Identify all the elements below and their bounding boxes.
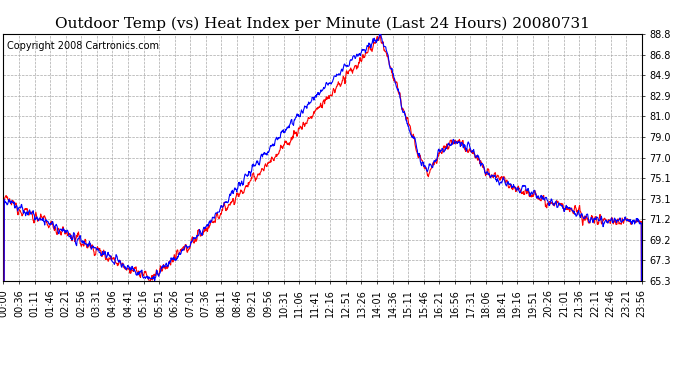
Text: Copyright 2008 Cartronics.com: Copyright 2008 Cartronics.com — [7, 41, 159, 51]
Title: Outdoor Temp (vs) Heat Index per Minute (Last 24 Hours) 20080731: Outdoor Temp (vs) Heat Index per Minute … — [55, 17, 590, 31]
